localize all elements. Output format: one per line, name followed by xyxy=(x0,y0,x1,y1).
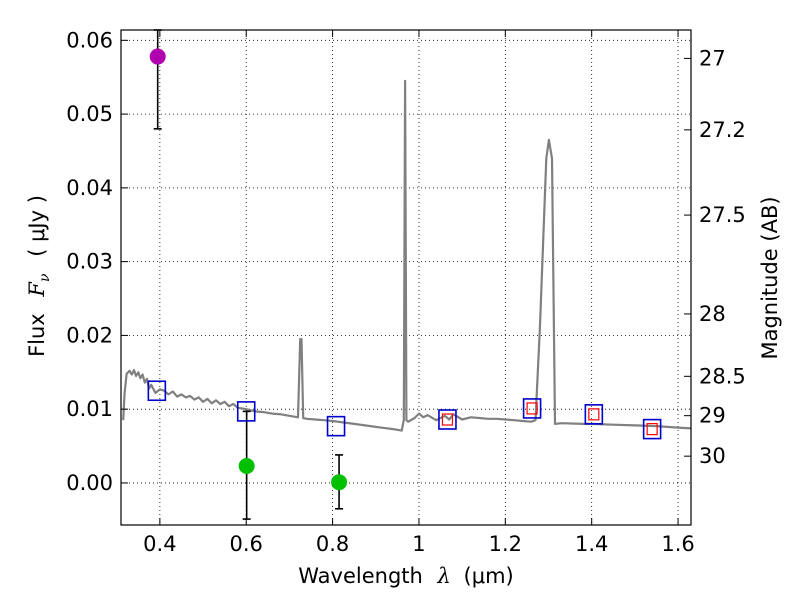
magnitude-tick-label: 28 xyxy=(699,302,726,326)
blue-square-marker xyxy=(326,415,346,437)
red-square-marker xyxy=(441,413,454,426)
magnitude-tick-label: 27.2 xyxy=(699,118,746,142)
y-tick-label: 0.03 xyxy=(66,250,113,274)
magnitude-tick-label: 27 xyxy=(699,46,726,70)
y-tick-label: 0.04 xyxy=(66,176,113,200)
x-tick-label: 1.4 xyxy=(575,532,608,556)
model-spectrum-line xyxy=(122,79,692,432)
x-axis-label-text: Wavelength xyxy=(298,564,423,588)
magnitude-tick-label: 28.5 xyxy=(699,364,746,388)
y-tick-label: 0.01 xyxy=(66,397,113,421)
x-tick-label: 1.6 xyxy=(661,532,694,556)
x-tick-label: 0.6 xyxy=(230,532,263,556)
points-layer xyxy=(147,48,662,491)
magnitude-axis-ticks: 27 27.2 27.5 28 28.5 29 30 xyxy=(684,46,746,468)
magnitude-tick-label: 29 xyxy=(699,404,726,428)
x-axis-label: Wavelength λ (μm) xyxy=(298,564,513,588)
y-tick-label: 0.02 xyxy=(66,323,113,347)
x-tick-label: 0.4 xyxy=(143,532,176,556)
red-square-marker xyxy=(526,402,538,415)
y-axis-label-text: Flux xyxy=(25,313,49,357)
x-tick-label: 1.2 xyxy=(489,532,522,556)
y-axis-label: Flux Fν ( μJy ) xyxy=(25,195,54,357)
magenta-point xyxy=(149,48,166,65)
y-tick-label: 0.05 xyxy=(66,102,113,126)
plot-frame xyxy=(120,29,692,526)
y-axis-ticks: 0.00 0.01 0.02 0.03 0.04 0.05 0.06 xyxy=(66,28,128,495)
x-axis-label-unit: (μm) xyxy=(464,564,514,588)
y-axis-label-subscript: ν xyxy=(37,273,53,282)
blue-square-marker xyxy=(522,398,542,419)
magnitude-tick-label: 30 xyxy=(699,444,726,468)
blue-square-marker xyxy=(642,418,662,440)
errorbar-layer xyxy=(153,29,344,520)
y-axis-label-symbol: F xyxy=(25,281,49,298)
model-spectrum-layer xyxy=(122,79,692,432)
x-axis-ticks: 0.4 0.6 0.8 1 1.2 1.4 1.6 xyxy=(143,30,695,556)
y-tick-label: 0.06 xyxy=(66,28,113,52)
red-square-marker xyxy=(646,422,658,436)
green-point xyxy=(331,474,348,491)
blue-square-marker xyxy=(584,404,604,425)
blue-square-marker xyxy=(438,409,457,430)
x-tick-label: 1 xyxy=(412,532,425,556)
magnitude-axis-label: Magnitude (AB) xyxy=(758,196,782,359)
green-point xyxy=(238,457,255,474)
y-tick-label: 0.00 xyxy=(66,471,113,495)
magnitude-tick-label: 27.5 xyxy=(699,203,746,227)
y-axis-label-unit: ( μJy ) xyxy=(25,195,49,257)
x-axis-label-symbol: λ xyxy=(437,564,451,588)
blue-square-marker xyxy=(236,401,256,422)
blue-square-marker xyxy=(147,380,167,402)
x-tick-label: 0.8 xyxy=(316,532,349,556)
red-square-marker xyxy=(588,408,600,421)
